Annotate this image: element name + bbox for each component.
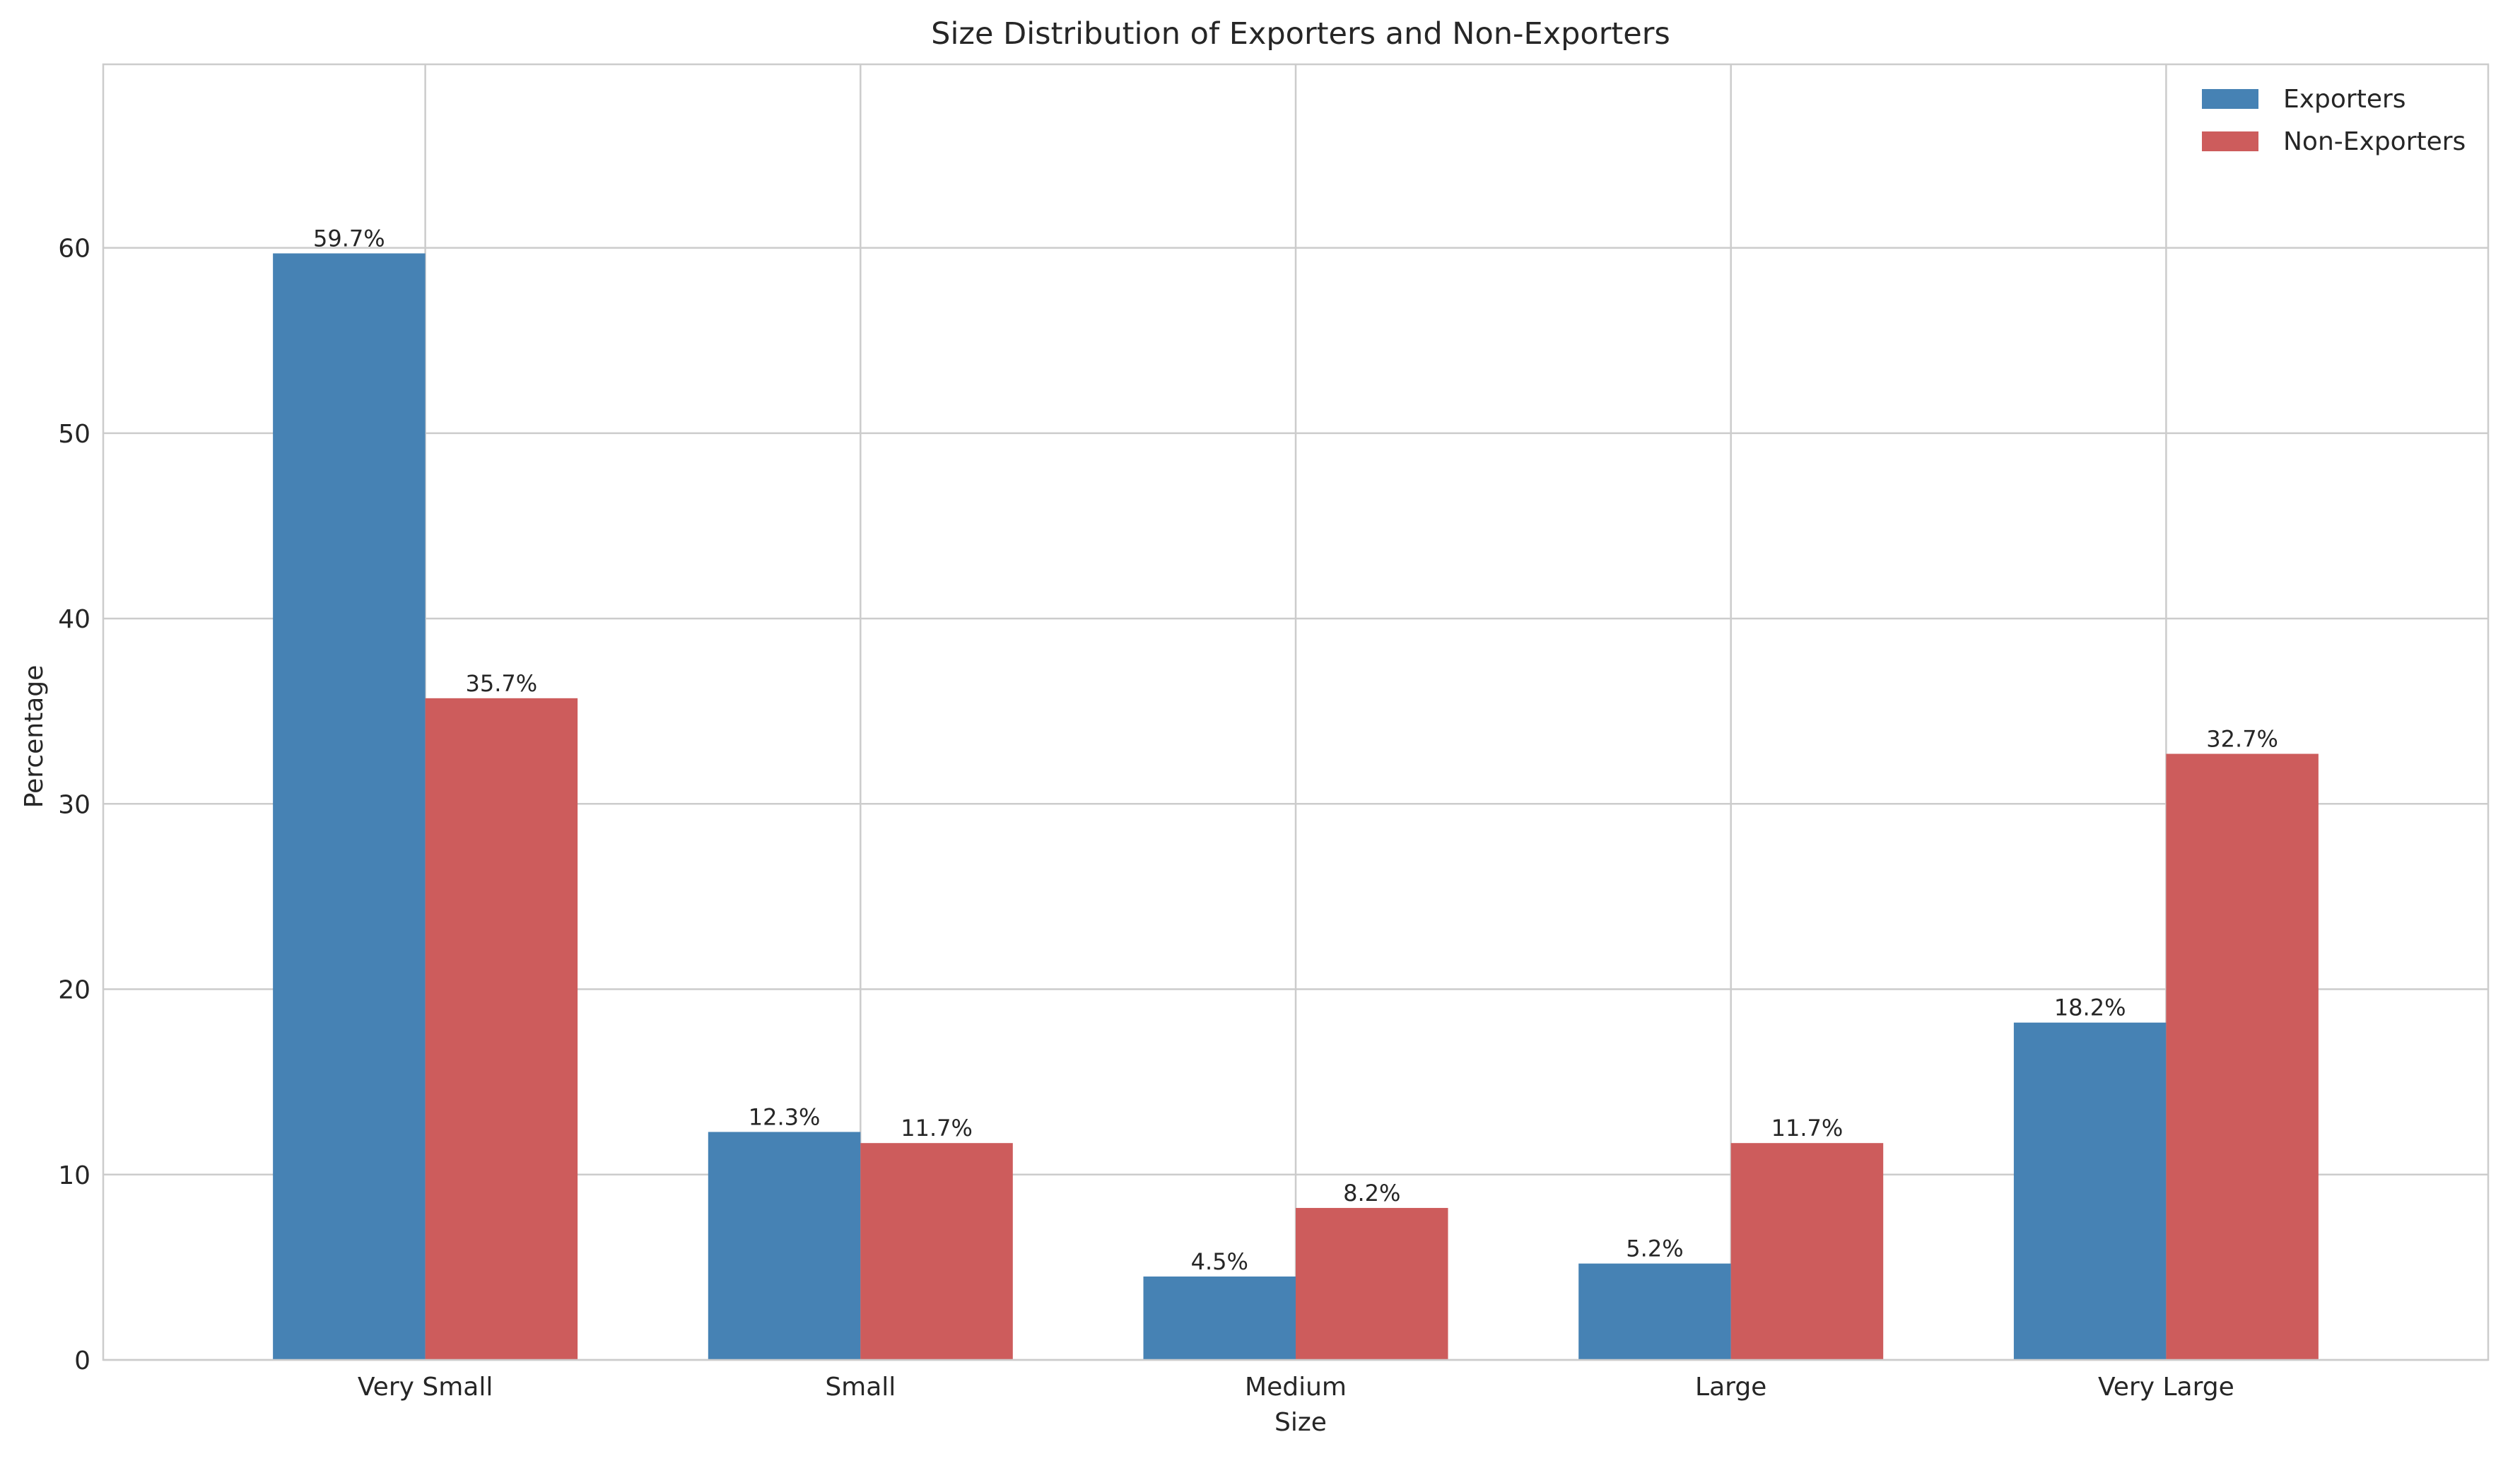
x-tick-label: Small <box>825 1373 896 1402</box>
legend-label: Exporters <box>2283 85 2406 114</box>
exporters-bar <box>2013 1022 2167 1360</box>
y-tick-label: 40 <box>58 605 90 634</box>
bar-value-label: 12.3% <box>749 1103 821 1130</box>
non-exporters-bar <box>1730 1143 1884 1360</box>
legend-label: Non-Exporters <box>2283 127 2466 156</box>
x-tick-label: Large <box>1695 1373 1766 1402</box>
non-exporters-legend-swatch <box>2202 131 2258 151</box>
bar-value-label: 32.7% <box>2206 726 2278 753</box>
bars <box>273 253 2319 1360</box>
bar-value-label: 5.2% <box>1626 1236 1683 1262</box>
exporters-legend-swatch <box>2202 89 2258 109</box>
y-tick-label: 0 <box>74 1346 90 1375</box>
legend: Exporters Non-Exporters <box>2202 85 2466 156</box>
exporters-bar <box>708 1132 861 1360</box>
exporters-bar <box>273 253 426 1360</box>
non-exporters-bar <box>860 1143 1013 1360</box>
plot-frame <box>102 63 2490 1361</box>
y-tick-label: 50 <box>58 420 90 449</box>
x-tick-label: Very Small <box>358 1373 493 1402</box>
bar-value-label: 4.5% <box>1191 1248 1248 1275</box>
non-exporters-bar <box>1296 1207 1448 1360</box>
bar-value-label: 35.7% <box>466 670 538 697</box>
bar-value-labels: 59.7% 12.3% 4.5% 5.2% 18.2% 35.7% 11.7% 8.2% 11.… <box>313 225 2278 1275</box>
y-tick-label: 20 <box>58 976 90 1005</box>
exporters-bar <box>1143 1276 1296 1360</box>
y-tick-labels: 0 10 20 30 40 50 60 <box>58 235 90 1375</box>
non-exporters-bar <box>425 698 578 1360</box>
non-exporters-bar <box>2166 753 2319 1360</box>
x-tick-label: Medium <box>1245 1373 1347 1402</box>
y-axis-label: Percentage <box>20 665 49 809</box>
bar-value-label: 11.7% <box>1771 1115 1844 1142</box>
exporters-bar <box>1578 1263 1731 1360</box>
y-tick-label: 60 <box>58 235 90 264</box>
x-tick-label: Very Large <box>2098 1373 2234 1402</box>
bar-value-label: 8.2% <box>1343 1180 1400 1207</box>
bar-value-label: 18.2% <box>2054 994 2126 1021</box>
bar-value-label: 59.7% <box>313 225 385 252</box>
y-tick-label: 10 <box>58 1161 90 1190</box>
x-tick-labels: Very Small Small Medium Large Very Large <box>358 1373 2234 1402</box>
bar-value-label: 11.7% <box>901 1115 973 1142</box>
chart-title: Size Distribution of Exporters and Non-E… <box>931 16 1670 52</box>
x-axis-label: Size <box>1274 1408 1327 1437</box>
y-tick-label: 30 <box>58 790 90 819</box>
